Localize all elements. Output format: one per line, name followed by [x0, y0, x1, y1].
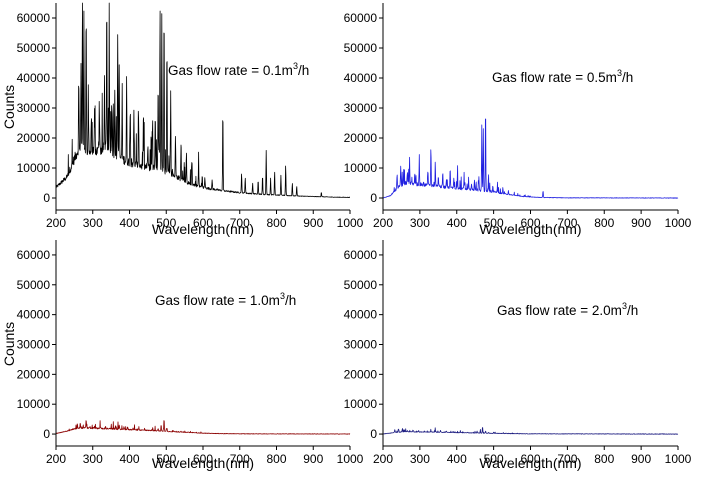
annotation-superscript: 3	[293, 61, 298, 71]
x-tick-label: 300	[83, 452, 103, 466]
x-tick-label: 500	[156, 452, 176, 466]
x-tick-label: 1000	[665, 452, 692, 466]
y-tick-label: 40000	[17, 71, 51, 85]
x-tick-label: 900	[303, 452, 323, 466]
x-tick-label: 800	[266, 216, 286, 230]
x-axis-label: Wavelength(nm)	[152, 455, 254, 471]
x-tick-label: 800	[266, 452, 286, 466]
y-tick-label: 10000	[17, 161, 51, 175]
flow-rate-annotation: Gas flow rate = 2.0m3/h	[497, 301, 638, 318]
x-tick-label: 300	[410, 216, 430, 230]
annotation-superscript: 3	[280, 291, 285, 301]
spectrum-line-bottom-left	[55, 420, 351, 435]
y-tick-label: 0	[43, 191, 50, 205]
y-tick-label: 10000	[344, 161, 378, 175]
y-tick-label: 10000	[17, 397, 51, 411]
y-tick-label: 50000	[344, 278, 378, 292]
y-tick-label: 20000	[17, 131, 51, 145]
flow-rate-annotation: Gas flow rate = 0.1m3/h	[168, 61, 309, 78]
x-tick-label: 700	[557, 216, 577, 230]
x-tick-label: 200	[373, 452, 393, 466]
y-tick-label: 20000	[344, 131, 378, 145]
y-tick-label: 30000	[344, 337, 378, 351]
y-tick-label: 10000	[344, 397, 378, 411]
x-tick-label: 900	[631, 452, 651, 466]
x-tick-label: 700	[557, 452, 577, 466]
x-tick-label: 900	[303, 216, 323, 230]
flow-rate-annotation: Gas flow rate = 1.0m3/h	[155, 291, 296, 308]
x-tick-label: 800	[594, 216, 614, 230]
x-tick-label: 500	[484, 452, 504, 466]
annotation-suffix: /h	[622, 70, 633, 85]
x-tick-label: 400	[447, 216, 467, 230]
spectrum-line-top-right	[382, 118, 679, 199]
chart-panel-top-left: 200 300 400 500 600 700 800 900 1000010000200003…	[1, 2, 364, 237]
x-tick-label: 400	[119, 216, 139, 230]
y-tick-label: 0	[370, 427, 377, 441]
x-tick-label: 400	[119, 452, 139, 466]
y-tick-label: 30000	[344, 101, 378, 115]
annotation-text: Gas flow rate = 1.0m	[155, 293, 280, 308]
x-tick-label: 500	[156, 216, 176, 230]
y-tick-label: 60000	[344, 248, 378, 262]
x-tick-label: 300	[410, 452, 430, 466]
x-tick-label: 800	[594, 452, 614, 466]
y-tick-label: 0	[370, 191, 377, 205]
annotation-suffix: /h	[285, 293, 296, 308]
chart-panel-bottom-right: 200 300 400 500 600 700 800 900 1000010000200003…	[344, 240, 692, 471]
x-tick-label: 600	[193, 452, 213, 466]
y-tick-label: 60000	[17, 11, 51, 25]
x-tick-label: 200	[373, 216, 393, 230]
y-tick-label: 60000	[17, 248, 51, 262]
flow-rate-annotation: Gas flow rate = 0.5m3/h	[492, 68, 633, 85]
x-tick-label: 1000	[337, 216, 364, 230]
x-tick-label: 500	[484, 216, 504, 230]
annotation-suffix: /h	[298, 63, 309, 78]
y-tick-label: 50000	[17, 41, 51, 55]
y-tick-label: 40000	[344, 71, 378, 85]
y-tick-label: 50000	[344, 41, 378, 55]
y-tick-label: 30000	[17, 101, 51, 115]
spectrum-line-bottom-right	[382, 427, 679, 435]
y-tick-label: 40000	[344, 308, 378, 322]
x-tick-label: 600	[520, 216, 540, 230]
y-tick-label: 60000	[344, 11, 378, 25]
y-tick-label: 20000	[344, 367, 378, 381]
chart-panel-top-right: 200 300 400 500 600 700 800 900 1000010000200003…	[344, 3, 692, 237]
annotation-text: Gas flow rate = 0.5m	[492, 70, 617, 85]
y-tick-label: 50000	[17, 278, 51, 292]
x-tick-label: 600	[193, 216, 213, 230]
chart-panel-bottom-left: 200 300 400 500 600 700 800 900 1000010000200003…	[1, 240, 364, 471]
y-tick-label: 20000	[17, 367, 51, 381]
x-tick-label: 700	[230, 216, 250, 230]
y-tick-label: 0	[43, 427, 50, 441]
x-axis-label: Wavelength(nm)	[479, 221, 581, 237]
y-axis-label: Counts	[1, 322, 17, 366]
annotation-text: Gas flow rate = 2.0m	[497, 303, 622, 318]
annotation-superscript: 3	[622, 301, 627, 311]
x-tick-label: 700	[230, 452, 250, 466]
x-tick-label: 300	[83, 216, 103, 230]
x-tick-label: 400	[447, 452, 467, 466]
x-tick-label: 200	[46, 216, 66, 230]
x-tick-label: 600	[520, 452, 540, 466]
y-tick-label: 30000	[17, 337, 51, 351]
y-tick-label: 40000	[17, 308, 51, 322]
annotation-superscript: 3	[617, 68, 622, 78]
x-tick-label: 1000	[337, 452, 364, 466]
spectrum-line-top-left	[55, 2, 351, 199]
x-axis-label: Wavelength(nm)	[479, 455, 581, 471]
x-tick-label: 1000	[665, 216, 692, 230]
annotation-suffix: /h	[627, 303, 638, 318]
annotation-text: Gas flow rate = 0.1m	[168, 63, 293, 78]
y-axis-label: Counts	[1, 85, 17, 129]
x-tick-label: 900	[631, 216, 651, 230]
x-tick-label: 200	[46, 452, 66, 466]
x-axis-label: Wavelength(nm)	[152, 221, 254, 237]
